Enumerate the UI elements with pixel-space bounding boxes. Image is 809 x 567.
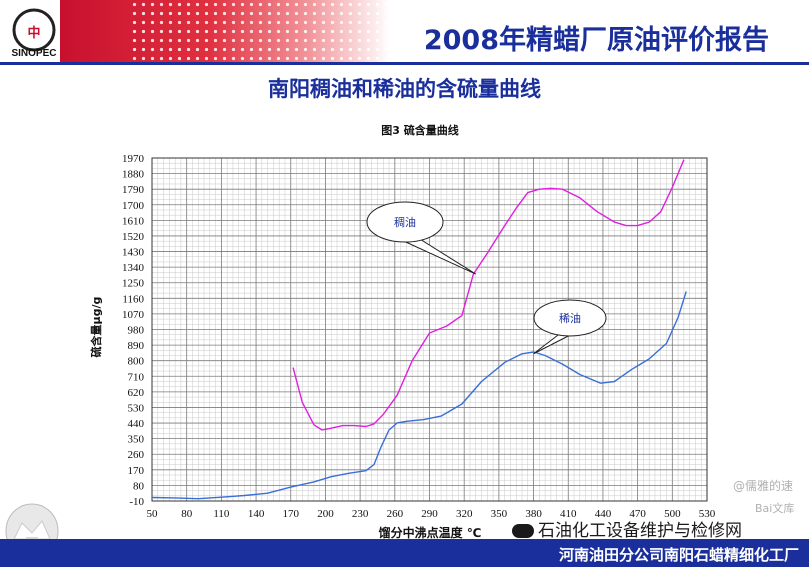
header-dot-pattern bbox=[130, 0, 430, 62]
y-tick-label: -10 bbox=[129, 496, 144, 508]
callout-bubble bbox=[533, 299, 607, 337]
y-tick-label: 1970 bbox=[122, 153, 145, 165]
y-tick-label: 980 bbox=[128, 325, 145, 337]
footer-organization: 河南油田分公司南阳石蜡精细化工厂 bbox=[558, 546, 799, 564]
y-tick-label: 1520 bbox=[122, 231, 145, 243]
x-tick-label: 50 bbox=[147, 508, 159, 520]
x-tick-label: 260 bbox=[387, 508, 404, 520]
watermark-site: Bai文库 bbox=[755, 502, 795, 515]
x-tick-label: 350 bbox=[491, 508, 508, 520]
x-tick-label: 440 bbox=[595, 508, 612, 520]
y-tick-label: 1250 bbox=[122, 278, 145, 290]
watermark-user: @儒雅的速 bbox=[733, 479, 794, 493]
y-tick-label: 1880 bbox=[122, 169, 145, 181]
y-tick-label: 1340 bbox=[122, 262, 145, 274]
x-axis-label: 馏分中沸点温度 ℃ bbox=[379, 525, 482, 540]
x-tick-label: 110 bbox=[213, 508, 230, 520]
header-divider bbox=[0, 62, 809, 65]
y-tick-label: 1790 bbox=[122, 184, 145, 196]
x-tick-label: 470 bbox=[629, 508, 646, 520]
plot-frame bbox=[151, 157, 708, 502]
y-tick-label: 440 bbox=[128, 418, 145, 430]
x-tick-label: 530 bbox=[699, 508, 716, 520]
y-tick-label: 1070 bbox=[122, 309, 145, 321]
y-tick-label: 260 bbox=[128, 449, 145, 461]
y-tick-label: 170 bbox=[128, 465, 145, 477]
y-tick-label: 530 bbox=[128, 402, 145, 414]
y-tick-label: 1610 bbox=[122, 215, 145, 227]
y-tick-label: 350 bbox=[128, 434, 145, 446]
slide-subtitle: 南阳稠油和稀油的含硫量曲线 bbox=[268, 77, 541, 101]
wechat-icon bbox=[512, 524, 534, 538]
x-tick-label: 320 bbox=[456, 508, 473, 520]
x-tick-label: 410 bbox=[560, 508, 577, 520]
y-tick-label: 80 bbox=[133, 480, 145, 492]
x-tick-label: 500 bbox=[664, 508, 681, 520]
svg-text:SINOPEC: SINOPEC bbox=[11, 48, 56, 58]
y-tick-label: 890 bbox=[128, 340, 145, 352]
x-tick-label: 140 bbox=[248, 508, 265, 520]
sinopec-logo-icon: 中 SINOPEC bbox=[11, 8, 57, 58]
y-tick-label: 1160 bbox=[122, 293, 144, 305]
y-tick-label: 620 bbox=[128, 387, 145, 399]
y-tick-label: 1430 bbox=[122, 247, 145, 259]
svg-text:中: 中 bbox=[27, 25, 40, 40]
chart-title: 图3 硫含量曲线 bbox=[381, 123, 458, 137]
x-tick-label: 230 bbox=[352, 508, 369, 520]
series-line-heavy-oil bbox=[292, 159, 685, 431]
x-tick-label: 170 bbox=[283, 508, 300, 520]
y-tick-label: 1700 bbox=[122, 200, 145, 212]
x-tick-label: 200 bbox=[317, 508, 334, 520]
callout-bubble bbox=[366, 201, 444, 243]
slide-footer: 河南油田分公司南阳石蜡精细化工厂 bbox=[0, 539, 809, 567]
slide-header: 中 SINOPEC 2008年精蜡厂原油评价报告 bbox=[0, 0, 809, 62]
x-tick-label: 80 bbox=[181, 508, 193, 520]
series-line-light-oil bbox=[151, 291, 687, 500]
y-tick-label: 800 bbox=[128, 356, 145, 368]
x-tick-label: 380 bbox=[525, 508, 542, 520]
callout-label: 稠油 bbox=[394, 215, 416, 229]
y-axis-label: 硫含量μg/g bbox=[89, 297, 103, 358]
wechat-account-text: 石油化工设备维护与检修网 bbox=[538, 521, 742, 541]
callout-label: 稀油 bbox=[559, 311, 581, 325]
wechat-account-label: 石油化工设备维护与检修网 bbox=[512, 516, 742, 541]
sulfur-content-chart: 50 80 110 140 170 200 230 260 290 320 350 380 410 440… bbox=[89, 123, 716, 540]
y-tick-label: 710 bbox=[128, 371, 145, 383]
report-title: 2008年精蜡厂原油评价报告 bbox=[423, 25, 769, 56]
x-tick-label: 290 bbox=[421, 508, 438, 520]
